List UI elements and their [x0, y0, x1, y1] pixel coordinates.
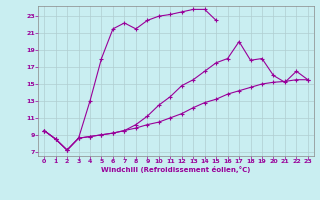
- X-axis label: Windchill (Refroidissement éolien,°C): Windchill (Refroidissement éolien,°C): [101, 166, 251, 173]
